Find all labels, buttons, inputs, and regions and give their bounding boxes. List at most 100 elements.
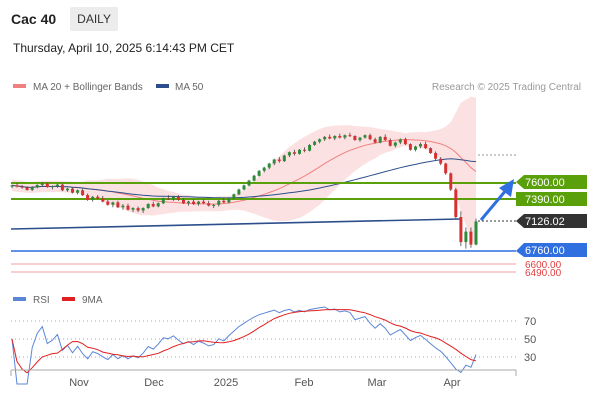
candle (197, 200, 201, 206)
candle (348, 132, 352, 137)
candle (222, 197, 226, 204)
candle (398, 138, 402, 145)
rsi-tick-70: 70 (524, 316, 536, 328)
candle (303, 147, 306, 153)
candle (202, 199, 206, 205)
candle (424, 141, 428, 149)
candle (237, 188, 241, 196)
level-tag-6760 (516, 243, 587, 257)
candle (318, 138, 322, 144)
rsi-ma-line (11, 309, 477, 374)
candle (20, 185, 24, 189)
price-levels (11, 154, 516, 273)
candle (414, 145, 417, 152)
level-label-6490: 6490.00 (525, 268, 562, 279)
level-label-6760: 6760.00 (525, 245, 565, 257)
level-label-7390: 7390.00 (525, 194, 565, 206)
candle (298, 149, 301, 155)
rsi-legend-swatch (13, 297, 26, 301)
candle (338, 133, 342, 139)
forecast-arrow (479, 179, 514, 221)
candle (45, 182, 49, 188)
candle (393, 141, 397, 148)
candle (101, 195, 105, 203)
candle (227, 197, 231, 204)
candle (192, 199, 196, 205)
candle (313, 140, 317, 146)
candle (176, 195, 180, 201)
candle (141, 207, 145, 213)
candle (111, 201, 115, 208)
candle (151, 201, 155, 208)
candle (81, 188, 85, 196)
candle (126, 203, 130, 211)
bollinger-legend-swatch (13, 84, 26, 88)
candle (30, 186, 34, 192)
level-label-7600: 7600.00 (525, 177, 565, 189)
x-tick-label: Dec (144, 377, 164, 389)
candle (96, 195, 100, 200)
candle (272, 158, 276, 166)
level-label-6600: 6600.00 (525, 260, 562, 271)
x-tick-label: 2025 (214, 377, 238, 389)
candle (323, 136, 327, 141)
candle (449, 172, 453, 192)
candle (469, 227, 473, 248)
candle (156, 202, 160, 208)
bollinger-legend-label: MA 20 + Bollinger Bands (33, 82, 143, 93)
candle (363, 134, 367, 139)
candle (459, 211, 463, 247)
timeframe-badge[interactable]: DAILY (70, 7, 118, 31)
candle (232, 193, 236, 200)
candle (257, 170, 261, 177)
candle (434, 151, 438, 161)
candle (474, 218, 478, 246)
candle (121, 204, 125, 210)
level-tag-7390 (516, 192, 587, 206)
rsi-panel: RSI 9MA 70 50 30 (11, 295, 536, 385)
ma50-legend-swatch (156, 84, 169, 88)
candle (282, 154, 286, 162)
level-tag-last (516, 214, 587, 228)
research-credit: Research © 2025 Trading Central (432, 82, 581, 93)
candle (287, 151, 291, 158)
candle (419, 142, 422, 149)
candle (328, 134, 332, 140)
candle (207, 200, 211, 207)
candle (10, 184, 14, 189)
level-labels: 7600.00 7390.00 7126.02 6760.00 6600.00 … (516, 175, 587, 279)
level-label-last: 7126.02 (525, 216, 565, 228)
trend-line (10, 218, 461, 230)
candle (292, 149, 296, 156)
level-tag-7600 (516, 175, 587, 189)
candle (358, 136, 362, 142)
candle (161, 197, 165, 205)
candle (383, 134, 387, 141)
candle (403, 137, 407, 145)
candle (262, 166, 266, 173)
candle (454, 187, 458, 220)
ma9-legend-label: 9MA (82, 295, 103, 306)
candle (439, 157, 443, 166)
candle (40, 182, 44, 187)
x-tick-label: Feb (295, 377, 314, 389)
candle (212, 204, 216, 209)
candlesticks (10, 132, 478, 249)
chart-datetime: Thursday, April 10, 2025 6:14:43 PM CET (13, 41, 235, 55)
ma50-line (11, 158, 477, 199)
candle (252, 174, 256, 182)
candle (242, 184, 246, 191)
instrument-title: Cac 40 (11, 11, 57, 27)
moving-averages (11, 138, 477, 205)
x-tick-label: Nov (69, 377, 89, 389)
candle (76, 189, 80, 195)
rsi-legend-label: RSI (33, 295, 50, 306)
candle (106, 200, 110, 206)
candle (444, 162, 448, 175)
chart-header: Cac 40 DAILY (0, 6, 118, 32)
candle (86, 193, 90, 201)
x-axis: Nov Dec 2025 Feb Mar Apr (10, 369, 517, 389)
candle (146, 203, 150, 209)
candle (187, 200, 190, 206)
candle (35, 184, 39, 189)
